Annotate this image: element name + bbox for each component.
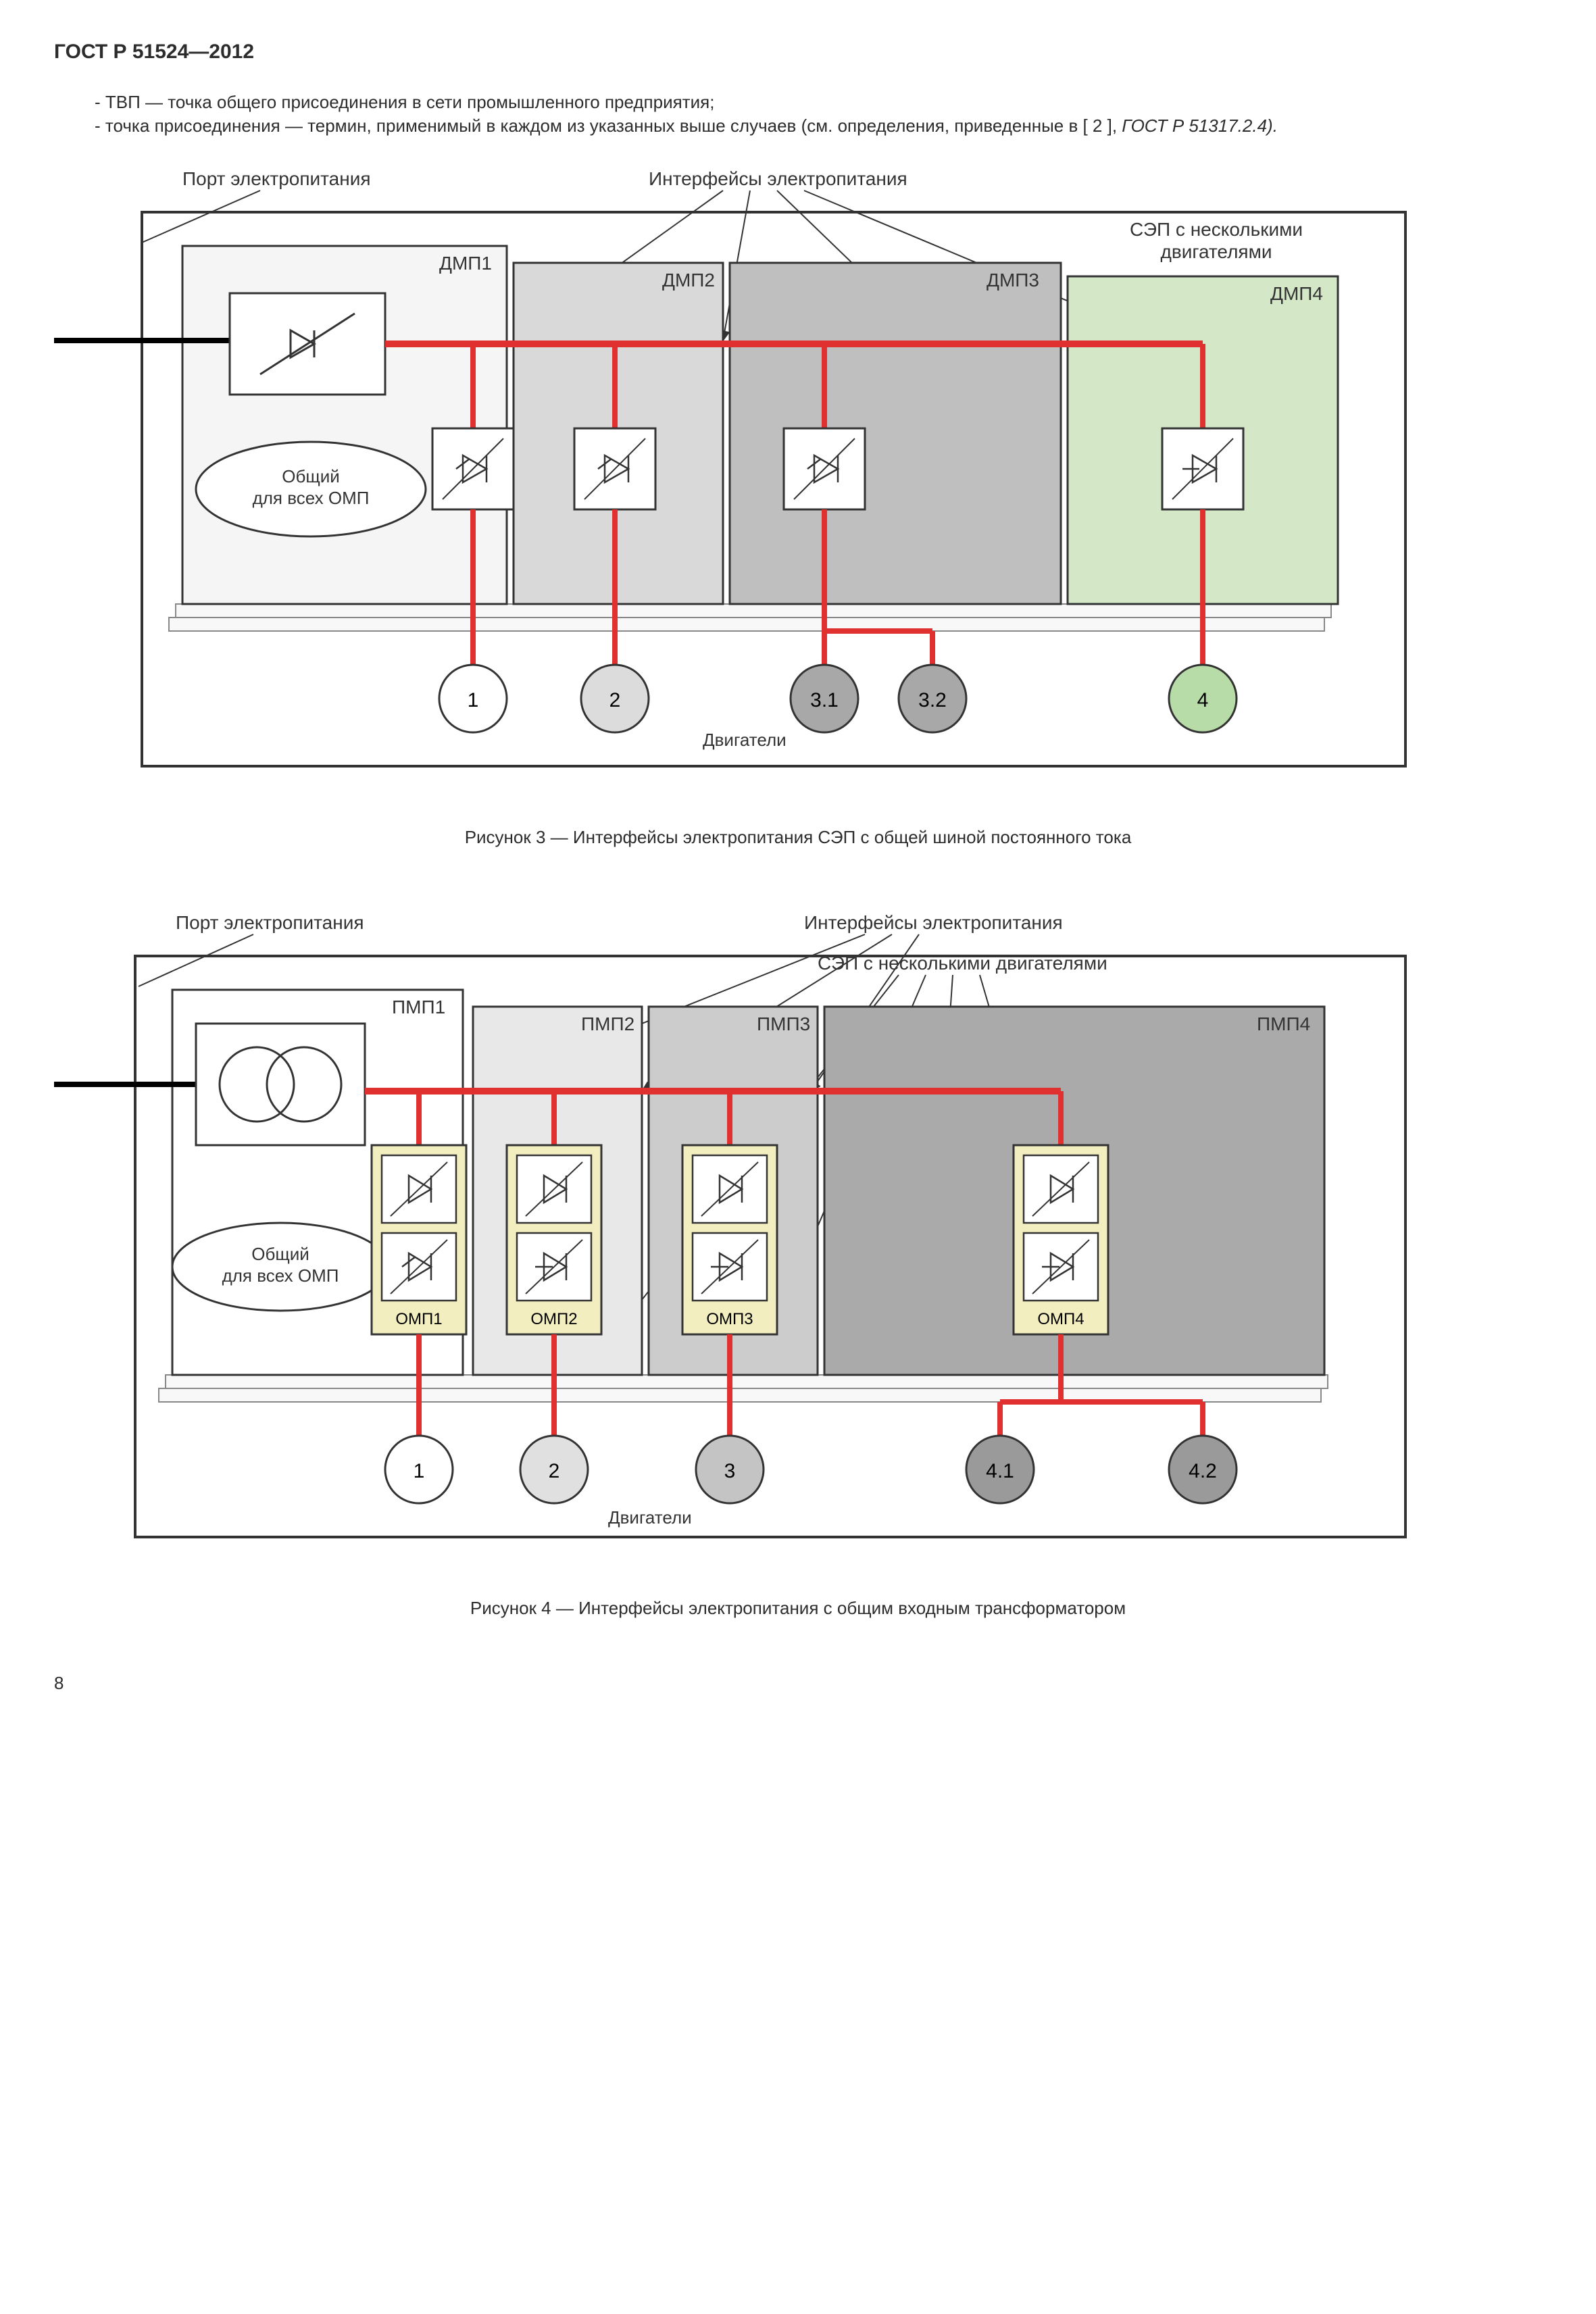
svg-text:ПМП1: ПМП1 (392, 997, 445, 1017)
doc-header: ГОСТ Р 51524—2012 (54, 41, 1542, 64)
svg-text:2: 2 (549, 1460, 560, 1482)
svg-text:1: 1 (414, 1460, 425, 1482)
svg-text:2: 2 (609, 689, 621, 711)
svg-text:4.1: 4.1 (986, 1460, 1014, 1482)
fig3-dmp3-label: ДМП3 (987, 270, 1039, 291)
svg-text:Общий: Общий (251, 1244, 309, 1264)
fig3-sep-line2: двигателями (1161, 241, 1272, 262)
figure-4: Порт электропитания Интерфейсы электропи… (54, 902, 1473, 1578)
page-number: 8 (54, 1673, 1542, 1694)
fig3-dmp3 (730, 263, 1061, 604)
fig4-iface-label: Интерфейсы электропитания (804, 912, 1063, 933)
svg-text:ПМП3: ПМП3 (757, 1013, 810, 1034)
svg-text:ОМП3: ОМП3 (706, 1310, 753, 1328)
fig3-sep-line1: СЭП с несколькими (1130, 219, 1303, 240)
figure-4-caption: Рисунок 4 — Интерфейсы электропитания с … (54, 1598, 1542, 1619)
svg-text:для всех ОМП: для всех ОМП (253, 488, 370, 508)
fig3-port-label: Порт электропитания (182, 168, 371, 189)
body-paragraphs: - ТВП — точка общего присоединения в сет… (54, 91, 1542, 138)
fig4-port-label: Порт электропитания (176, 912, 364, 933)
svg-text:1: 1 (468, 689, 479, 711)
svg-text:4.2: 4.2 (1189, 1460, 1217, 1482)
fig3-dmp2-label: ДМП2 (662, 270, 715, 291)
svg-text:3.1: 3.1 (810, 689, 839, 711)
svg-text:3.2: 3.2 (918, 689, 947, 711)
figure-3: Порт электропитания Интерфейсы электропи… (54, 158, 1473, 807)
svg-text:ОМП2: ОМП2 (530, 1310, 577, 1328)
svg-text:ПМП4: ПМП4 (1257, 1013, 1310, 1034)
figure-3-caption: Рисунок 3 — Интерфейсы электропитания СЭ… (54, 827, 1542, 848)
fig4-motors-label: Двигатели (608, 1507, 692, 1528)
fig3-iface-label: Интерфейсы электропитания (649, 168, 907, 189)
svg-text:ПМП2: ПМП2 (581, 1013, 634, 1034)
svg-text:ОМП1: ОМП1 (395, 1310, 442, 1328)
fig4-transformer (196, 1024, 365, 1145)
svg-text:3: 3 (724, 1460, 736, 1482)
para-1: - ТВП — точка общего присоединения в сет… (54, 91, 1542, 114)
para-2: - точка присоединения — термин, применим… (54, 114, 1542, 138)
para-2b: ГОСТ Р 51317.2.4). (1122, 116, 1278, 136)
svg-text:Общий: Общий (282, 466, 340, 486)
svg-text:для всех ОМП: для всех ОМП (222, 1265, 339, 1286)
fig3-dmp4-label: ДМП4 (1270, 283, 1323, 304)
svg-text:ОМП4: ОМП4 (1037, 1310, 1084, 1328)
svg-text:4: 4 (1197, 689, 1209, 711)
fig3-motors-label: Двигатели (703, 730, 787, 750)
fig3-dmp1-label: ДМП1 (439, 253, 492, 274)
para-2a: - точка присоединения — термин, применим… (95, 116, 1122, 136)
